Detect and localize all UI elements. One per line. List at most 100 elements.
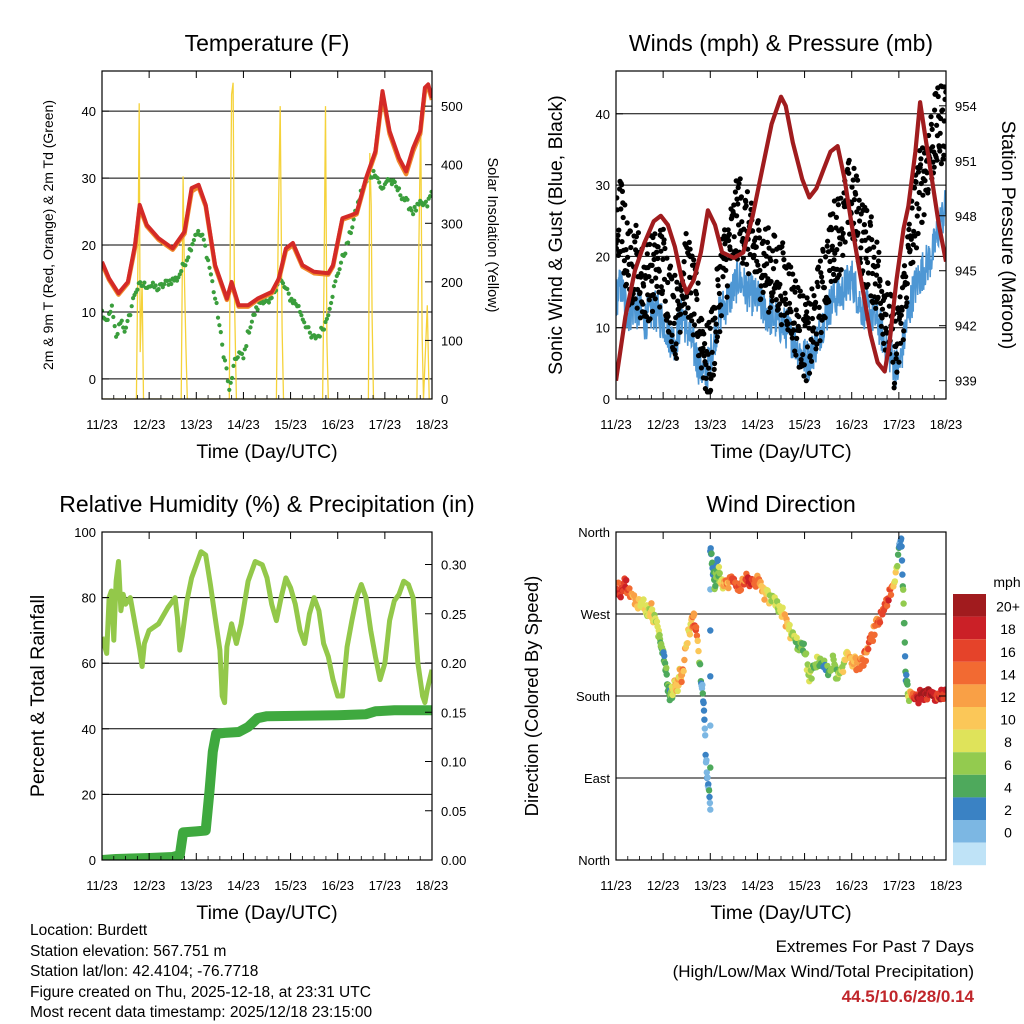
gust-point <box>930 159 936 165</box>
direction-point <box>691 611 698 618</box>
dewpoint-point <box>336 271 341 276</box>
direction-ytick-label: North <box>578 853 610 868</box>
gust-point <box>718 313 725 319</box>
gust-point <box>875 294 881 300</box>
dewpoint-point <box>215 315 221 320</box>
dewpoint-point <box>112 324 117 329</box>
gust-point <box>846 157 852 163</box>
dewpoint-point <box>338 260 344 265</box>
gust-point <box>748 200 755 206</box>
dewpoint-point <box>190 242 195 247</box>
gust-point <box>817 313 823 319</box>
direction-point <box>705 787 713 794</box>
dewpoint-point <box>412 204 417 210</box>
direction-grid <box>616 613 946 779</box>
temperature-series-dewpoint <box>102 168 432 392</box>
humidity-xtick-label: 17/23 <box>369 878 402 893</box>
dewpoint-point <box>228 380 233 385</box>
dewpoint-point <box>231 363 236 368</box>
gust-point <box>941 118 946 124</box>
gust-point <box>838 267 844 273</box>
gust-point <box>731 234 737 240</box>
direction-point <box>900 600 907 607</box>
gust-point <box>664 255 670 261</box>
winds-ytick-label: 20 <box>596 249 610 264</box>
gust-point <box>792 278 799 284</box>
gust-point <box>868 214 874 220</box>
gust-point <box>831 271 837 277</box>
gust-point <box>726 237 732 244</box>
gust-point <box>711 366 717 372</box>
gust-point <box>942 84 946 90</box>
winds-title: Winds (mph) & Pressure (mb) <box>629 30 933 56</box>
gust-point <box>743 203 749 209</box>
gust-point <box>917 162 924 168</box>
winds-xtick-label: 12/23 <box>647 417 680 432</box>
humidity-ytick-right-label: 0.15 <box>441 705 466 720</box>
colorbar-label: 14 <box>1000 666 1016 682</box>
gust-point <box>903 274 909 280</box>
gust-point <box>867 222 874 228</box>
gust-point <box>825 238 831 244</box>
humidity-series-precip <box>102 705 432 860</box>
gust-point <box>863 255 869 261</box>
winds-ytick-label: 0 <box>603 392 610 407</box>
gust-point <box>823 254 829 260</box>
direction-point <box>900 586 907 593</box>
gust-point <box>815 283 821 290</box>
gust-point <box>703 361 709 368</box>
gust-point <box>876 249 882 255</box>
temperature-ytick-right-label: 500 <box>441 99 463 114</box>
direction-point <box>648 600 655 607</box>
direction-points <box>616 535 946 813</box>
direction-point <box>712 582 719 589</box>
colorbar-swatch <box>953 842 986 866</box>
gust-point <box>769 298 775 304</box>
gust-point <box>942 96 946 102</box>
gust-point <box>618 206 624 212</box>
direction-point <box>862 657 870 665</box>
direction-point <box>761 596 768 603</box>
gust-point <box>777 281 783 287</box>
dewpoint-point <box>331 284 336 289</box>
gust-point <box>671 294 677 300</box>
gust-point <box>865 270 872 276</box>
direction-point <box>701 716 708 723</box>
gust-point <box>658 248 664 254</box>
temperature-axes: 11/23 12/23 13/23 14/23 15/23 16/23 17/23 18/23… <box>40 30 500 463</box>
gust-point <box>722 241 728 247</box>
dewpoint-point <box>214 300 219 306</box>
gust-point <box>682 310 688 316</box>
winds-yaxis: 0 10 20 30 40 <box>596 107 623 407</box>
gust-point <box>637 289 643 296</box>
gust-point <box>898 312 904 318</box>
gust-point <box>906 226 912 233</box>
winds-series-gust <box>616 83 946 395</box>
gust-point <box>930 144 936 150</box>
gust-point <box>778 322 785 328</box>
gust-point <box>632 296 638 302</box>
winds-ytick-right-label: 948 <box>955 209 977 224</box>
gust-point <box>632 239 638 245</box>
gust-point <box>765 225 771 231</box>
gust-point <box>803 378 809 384</box>
recent-timestamp: Most recent data timestamp: 2025/12/18 2… <box>30 1004 373 1021</box>
extremes-subtitle: (High/Low/Max Wind/Total Precipitation) <box>672 962 974 981</box>
dewpoint-point <box>239 351 245 356</box>
dewpoint-point <box>247 330 252 335</box>
direction-point <box>684 640 691 647</box>
gust-point <box>795 323 801 329</box>
direction-point <box>808 675 815 682</box>
gust-point <box>809 315 816 322</box>
dewpoint-point <box>405 197 410 202</box>
gust-point <box>875 263 881 269</box>
humidity-ytick-label: 40 <box>82 722 96 737</box>
humidity-ytick-label: 100 <box>74 525 96 540</box>
dewpoint-point <box>269 295 274 300</box>
colorbar-label: 2 <box>1004 802 1012 818</box>
gust-point <box>934 122 940 128</box>
gust-point <box>621 258 628 264</box>
direction-point <box>699 681 706 689</box>
gust-point <box>922 178 928 184</box>
dewpoint-point <box>392 179 397 185</box>
